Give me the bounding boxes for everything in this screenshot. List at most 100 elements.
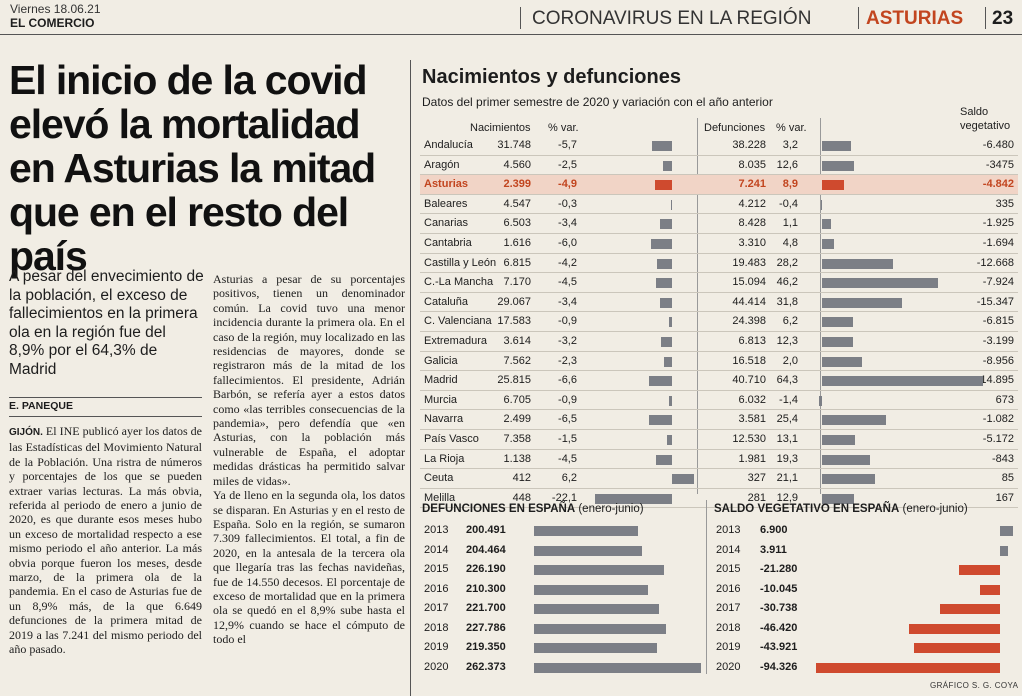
table-row: 2018 227.786 [420, 619, 704, 639]
balance-value: 85 [1001, 472, 1014, 485]
deaths-var-bar [822, 278, 938, 289]
year-label: 2013 [424, 524, 449, 536]
year-label: 2015 [716, 563, 741, 575]
births-value: 31.748 [497, 139, 531, 151]
births-value: 3.614 [503, 335, 531, 347]
article-column-2: Asturias a pesar de su porcentajes posit… [213, 272, 405, 647]
region-name: Andalucía [424, 139, 473, 151]
deaths-value: 38.228 [732, 139, 766, 151]
deaths-bar [534, 643, 657, 653]
balance-total: 3.911 [760, 543, 787, 556]
deaths-bar [534, 526, 638, 536]
graphic-title: Nacimientos y defunciones [422, 66, 681, 88]
year-label: 2017 [716, 602, 741, 614]
region-name: Navarra [424, 413, 464, 426]
deaths-value: 7.241 [738, 178, 766, 191]
balance-total: 6.900 [760, 524, 788, 536]
births-var-value: -3,2 [558, 335, 577, 347]
deaths-var-bar [821, 199, 822, 210]
deaths-value: 8.428 [738, 217, 766, 230]
deaths-var-value: 19,3 [776, 452, 798, 465]
deaths-var-value: 1,1 [782, 217, 798, 230]
header-balance: vegetativo [960, 120, 1011, 132]
balance-chart-title: SALDO VEGETATIVO EN ESPAÑA (enero-junio) [714, 503, 968, 515]
deaths-total: 221.700 [466, 602, 506, 614]
newspaper-name: EL COMERCIO [10, 16, 95, 30]
deaths-var-bar [822, 337, 853, 347]
region-name: Galicia [424, 354, 458, 367]
balance-value: -12.668 [976, 256, 1014, 269]
births-var-value: -4,2 [558, 256, 577, 269]
deaths-value: 3.581 [738, 413, 766, 426]
table-row: Castilla y León 6.815 -4,2 19.483 28,2 -12.66… [420, 254, 1018, 274]
row-separator [420, 409, 1018, 411]
region-name: Extremadura [424, 335, 487, 347]
table-row: 2015 -21.280 [712, 560, 1018, 580]
deaths-bar [534, 604, 660, 614]
births-value: 6.705 [503, 393, 531, 406]
births-value: 4.560 [503, 158, 531, 171]
births-value: 448 [512, 491, 531, 504]
table-row: Madrid 25.815 -6,6 40.710 64,3 -14.895 [420, 371, 1018, 391]
byline: E. PANEQUE [9, 400, 73, 412]
balance-value: -3475 [985, 158, 1014, 171]
table-row: C.-La Mancha 7.170 -4,5 15.094 46,2 -7.924 [420, 273, 1018, 293]
births-var-bar [668, 317, 672, 328]
deaths-value: 4.212 [738, 197, 766, 210]
row-separator [420, 448, 1018, 450]
row-separator [420, 468, 1018, 470]
deaths-var-value: 46,2 [776, 276, 798, 289]
balance-bar [822, 297, 892, 308]
row-separator [420, 193, 1018, 195]
deaths-bar [534, 565, 664, 575]
header-divider [520, 7, 521, 29]
graphic-subtitle: Datos del primer semestre de 2020 y vari… [422, 95, 773, 109]
births-value: 2.399 [503, 178, 531, 191]
row-separator [420, 487, 1018, 489]
balance-value: -4.842 [982, 178, 1014, 191]
births-var-bar [654, 180, 672, 191]
deaths-var-bar [822, 493, 855, 504]
balance-bar [822, 356, 863, 367]
balance-bar [980, 584, 1000, 595]
region-name: C.-La Mancha [424, 276, 494, 289]
subheadline: A pesar del envecimiento de la población… [9, 268, 204, 378]
deaths-var-value: 12,9 [776, 491, 798, 504]
births-var-bar [649, 415, 672, 426]
balance-total: -46.420 [760, 621, 798, 634]
deaths-var-bar [822, 160, 854, 171]
row-separator [420, 330, 1018, 332]
births-var-value: -6,6 [558, 374, 577, 387]
row-separator [420, 232, 1018, 234]
year-label: 2016 [716, 582, 741, 595]
table-row: 2014 204.464 [420, 541, 704, 561]
births-value: 1.138 [503, 452, 531, 465]
table-row: Canarias 6.503 -3,4 8.428 1,1 -1.925 [420, 214, 1018, 234]
table-row: Ceuta 412 6,2 327 21,1 85 [420, 469, 1018, 489]
deaths-var-value: 31,8 [776, 295, 798, 308]
births-var-bar [666, 435, 672, 445]
births-var-value: -3,4 [558, 295, 577, 308]
deaths-var-value: 4,8 [782, 237, 798, 249]
author-rule [9, 416, 202, 417]
region-name: País Vasco [424, 433, 479, 445]
deaths-bar [534, 623, 666, 634]
births-var-bar [657, 258, 672, 269]
balance-value: -15.347 [976, 295, 1014, 308]
region-name: La Rioja [424, 452, 465, 465]
year-label: 2018 [424, 621, 449, 634]
table-row: 2019 -43.921 [712, 638, 1018, 658]
balance-bar [914, 643, 1000, 653]
births-var-bar [660, 337, 672, 347]
balance-value: -8.956 [982, 354, 1014, 367]
table-row: La Rioja 1.138 -4,5 1.981 19,3 -843 [420, 450, 1018, 470]
row-separator [420, 272, 1018, 274]
table-row: 2018 -46.420 [712, 619, 1018, 639]
table-row: Asturias 2.399 -4,9 7.241 8,9 -4.842 [420, 175, 1018, 195]
deaths-var-bar [822, 474, 875, 485]
balance-value: -1.694 [982, 237, 1014, 249]
table-row: 2016 210.300 [420, 580, 704, 600]
deaths-var-value: 64,3 [776, 374, 798, 387]
table-row: Cantabria 1.616 -6,0 3.310 4,8 -1.694 [420, 234, 1018, 254]
births-var-value: -2,5 [558, 158, 577, 171]
